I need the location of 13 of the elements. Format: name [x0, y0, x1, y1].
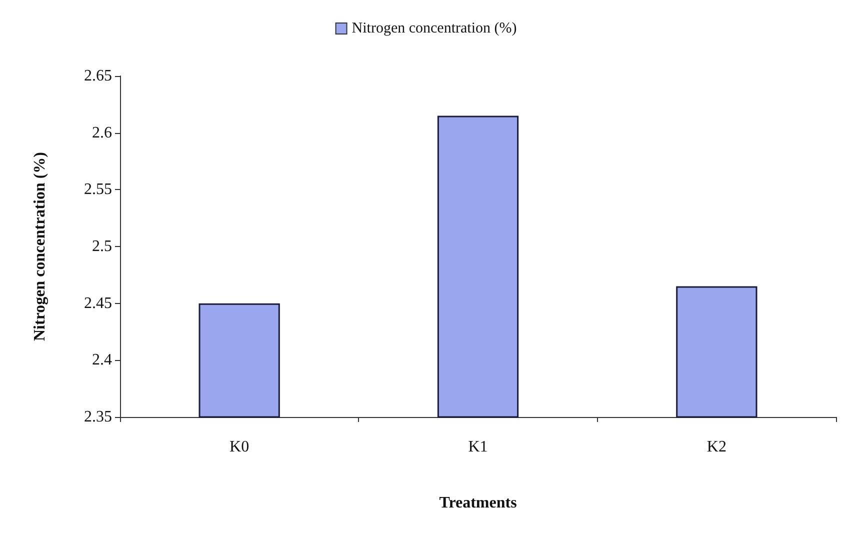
y-tick-label: 2.4 — [92, 352, 112, 369]
y-tick-label: 2.65 — [84, 68, 112, 84]
y-tick-label: 2.45 — [84, 294, 112, 312]
x-axis-title: Treatments — [439, 494, 517, 512]
x-tick-label: K2 — [706, 438, 726, 456]
y-tick-label: 2.35 — [84, 408, 112, 426]
y-tick-label: 2.6 — [92, 124, 112, 142]
y-axis-title: Nitrogen concentration (%) — [32, 152, 48, 341]
y-tick-label: 2.55 — [84, 181, 112, 198]
legend-label: Nitrogen concentration (%) — [352, 20, 517, 36]
x-tick-label: K0 — [230, 438, 250, 456]
y-tick-label: 2.5 — [92, 238, 112, 255]
x-tick-label: K1 — [468, 438, 488, 456]
